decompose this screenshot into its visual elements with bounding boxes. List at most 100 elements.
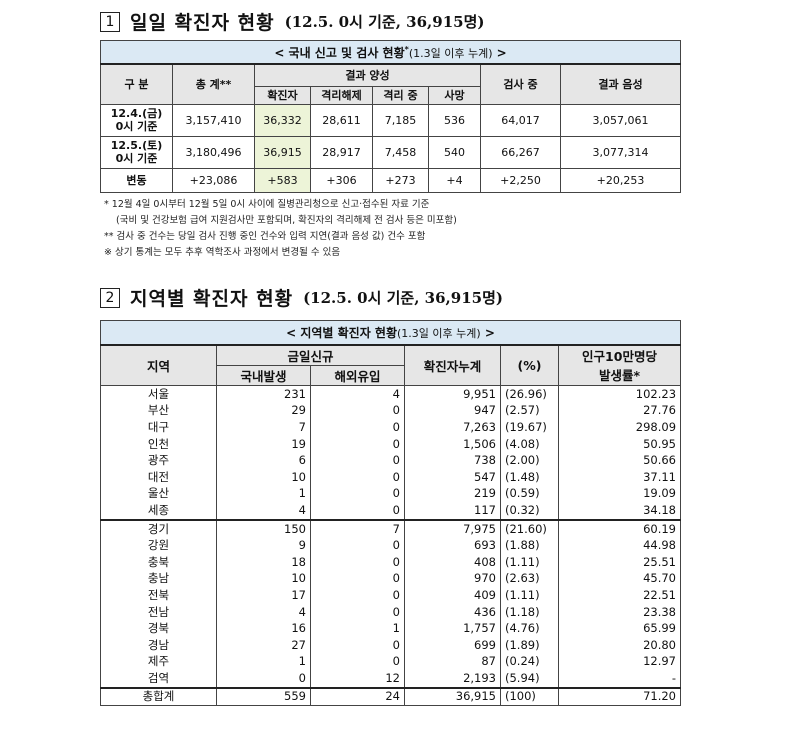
table-row: 경북 16 1 1,757 (4.76) 65.99 [100, 620, 682, 637]
cell-rate: 27.76 [557, 402, 682, 420]
cell-overseas: 0 [310, 636, 405, 654]
cell-deaths: 540 [428, 135, 481, 169]
cell-rate: 12.97 [557, 653, 682, 671]
footnote: (국비 및 건강보험 급여 지원검사만 포함되며, 확진자의 격리해제 전 검사… [116, 215, 457, 226]
cell-region: 서울 [100, 384, 217, 403]
header-region: 지역 [100, 344, 217, 386]
cell-domestic: 10 [216, 468, 311, 486]
cell-overseas: 4 [310, 384, 405, 403]
cell-percent: (2.57) [500, 402, 559, 420]
cell-percent: (21.60) [500, 518, 559, 538]
change-released: +306 [310, 167, 373, 193]
cell-cumulative: 7,975 [404, 518, 501, 538]
cell-cumulative: 699 [404, 636, 501, 654]
cell-cumulative: 36,915 [404, 686, 501, 707]
cell-region: 전북 [100, 587, 217, 604]
cell-rate: 20.80 [557, 636, 682, 654]
cell-rate: 45.70 [557, 570, 682, 588]
cell-overseas: 0 [310, 603, 405, 621]
section2-number: 2 [100, 287, 120, 308]
table-row: 12.4.(금) 0시 기준 3,157,410 36,332 28,611 7,… [100, 103, 682, 137]
header-testing: 검사 중 [480, 63, 561, 105]
cell-percent: (100) [500, 686, 559, 707]
cell-overseas: 0 [310, 419, 405, 436]
header-released: 격리해제 [310, 85, 373, 105]
cell-released: 28,611 [310, 103, 373, 137]
cell-domestic: 19 [216, 435, 311, 453]
cell-region: 강원 [100, 537, 217, 554]
cell-cumulative: 947 [404, 402, 501, 420]
table-row: 강원 9 0 693 (1.88) 44.98 [100, 537, 682, 554]
header-positive: 결과 양성 [254, 63, 481, 87]
cell-region: 충북 [100, 553, 217, 571]
domestic-testing-table: < 국내 신고 및 검사 현황*(1.3일 이후 누계) > 구 분 총 계**… [99, 40, 682, 193]
cell-rate: 19.09 [557, 485, 682, 503]
cell-rate: 34.18 [557, 502, 682, 520]
cell-domestic: 4 [216, 502, 311, 520]
cell-overseas: 0 [310, 452, 405, 469]
table-row: 검역 0 12 2,193 (5.94) - [100, 670, 682, 688]
header-category: 구 분 [100, 63, 173, 105]
cell-rate: 65.99 [557, 620, 682, 637]
table1-caption: < 국내 신고 및 검사 현황*(1.3일 이후 누계) > [99, 40, 682, 65]
change-label: 변동 [100, 167, 173, 193]
cell-region: 인천 [100, 435, 217, 453]
table-row: 인천 19 0 1,506 (4.08) 50.95 [100, 435, 682, 453]
table-row: 울산 1 0 219 (0.59) 19.09 [100, 485, 682, 503]
cell-domestic: 0 [216, 670, 311, 688]
cell-negative: 3,077,314 [559, 135, 682, 169]
cell-cumulative: 1,506 [404, 435, 501, 453]
cell-percent: (26.96) [500, 384, 559, 403]
cell-rate: 50.95 [557, 435, 682, 453]
table2-caption: < 지역별 확진자 현황(1.3일 이후 누계) > [99, 320, 682, 346]
cell-cumulative: 738 [404, 452, 501, 469]
table-row: 세종 4 0 117 (0.32) 34.18 [100, 502, 682, 520]
table-row: 대구 7 0 7,263 (19.67) 298.09 [100, 419, 682, 436]
section2-subtitle: (12.5. 0시 기준, 36,915명) [303, 289, 503, 307]
cell-region: 부산 [100, 402, 217, 420]
cell-domestic: 150 [216, 518, 311, 538]
cell-testing: 64,017 [480, 103, 561, 137]
cell-confirmed: 36,332 [254, 103, 311, 137]
cell-cumulative: 408 [404, 553, 501, 571]
cell-released: 28,917 [310, 135, 373, 169]
cell-percent: (4.08) [500, 435, 559, 453]
cell-domestic: 29 [216, 402, 311, 420]
header-new-today: 금일신규 [216, 344, 405, 366]
cell-region: 총합계 [100, 686, 217, 707]
cell-percent: (0.59) [500, 485, 559, 503]
cell-percent: (2.00) [500, 452, 559, 469]
table-row: 전북 17 0 409 (1.11) 22.51 [100, 587, 682, 604]
cell-domestic: 9 [216, 537, 311, 554]
table-row: 경기 150 7 7,975 (21.60) 60.19 [100, 518, 682, 538]
cell-total: 3,180,496 [172, 135, 255, 169]
cell-overseas: 0 [310, 468, 405, 486]
cell-total: 3,157,410 [172, 103, 255, 137]
cell-overseas: 0 [310, 435, 405, 453]
table-row: 경남 27 0 699 (1.89) 20.80 [100, 636, 682, 654]
cell-domestic: 6 [216, 452, 311, 469]
change-negative: +20,253 [559, 167, 682, 193]
table-row: 광주 6 0 738 (2.00) 50.66 [100, 452, 682, 469]
cell-percent: (1.48) [500, 468, 559, 486]
section1-number: 1 [100, 11, 120, 32]
header-negative: 결과 음성 [559, 63, 682, 105]
cell-percent: (1.11) [500, 587, 559, 604]
header-rate: 인구10만명당 발생률* [557, 344, 682, 386]
cell-region: 전남 [100, 603, 217, 621]
row-label: 12.5.(토) 0시 기준 [100, 135, 173, 169]
header-domestic: 국내발생 [216, 365, 311, 386]
cell-percent: (5.94) [500, 670, 559, 688]
change-row: 변동 +23,086 +583 +306 +273 +4 +2,250 +20,… [100, 167, 682, 193]
cell-region: 대구 [100, 419, 217, 436]
cell-overseas: 0 [310, 485, 405, 503]
cell-rate: 298.09 [557, 419, 682, 436]
cell-cumulative: 9,951 [404, 384, 501, 403]
header-percent: (%) [500, 344, 559, 386]
cell-cumulative: 219 [404, 485, 501, 503]
cell-rate: 25.51 [557, 553, 682, 571]
regional-cases-table: < 지역별 확진자 현황(1.3일 이후 누계) > 지역 금일신규 확진자누계… [99, 320, 682, 707]
table-row: 12.5.(토) 0시 기준 3,180,496 36,915 28,917 7,… [100, 135, 682, 169]
cell-overseas: 12 [310, 670, 405, 688]
table-row: 서울 231 4 9,951 (26.96) 102.23 [100, 384, 682, 403]
